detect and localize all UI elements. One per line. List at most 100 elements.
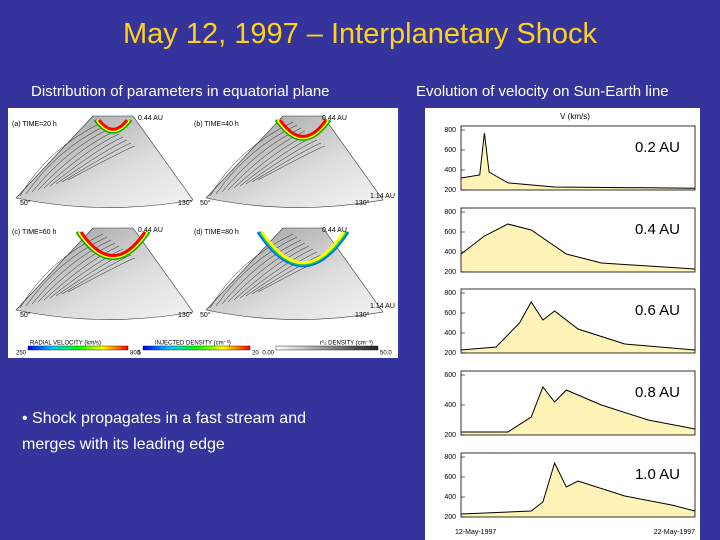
velocity-area bbox=[461, 302, 695, 353]
distance-label: 0.2 AU bbox=[635, 139, 680, 156]
contour-line bbox=[67, 145, 136, 181]
tick-label: 600 bbox=[444, 310, 456, 317]
tick-label: 400 bbox=[444, 402, 456, 409]
slide-title: May 12, 1997 – Interplanetary Shock bbox=[123, 18, 597, 50]
wedge bbox=[15, 115, 194, 208]
panel-label: 130° bbox=[178, 311, 193, 319]
bullet-text: • Shock propagates in a fast stream and … bbox=[22, 410, 306, 453]
velocity-curve bbox=[460, 132, 696, 189]
tick-label: 600 bbox=[444, 474, 456, 481]
colorbar-max: 50.0 bbox=[380, 351, 392, 357]
plot-frame bbox=[460, 370, 696, 436]
wedge bbox=[205, 115, 384, 208]
colorbar bbox=[27, 345, 129, 351]
velocity-area bbox=[461, 387, 695, 435]
plot-frame bbox=[460, 288, 696, 354]
tick-label: 200 bbox=[444, 514, 456, 521]
tick-label: 400 bbox=[444, 330, 456, 337]
contour-line bbox=[61, 254, 132, 295]
contour-line bbox=[43, 245, 120, 301]
velocity-curve bbox=[461, 385, 696, 433]
right-subtitle: Evolution of velocity on Sun-Earth line bbox=[416, 83, 669, 100]
panel-label: 50° bbox=[200, 311, 211, 319]
contour-line bbox=[251, 142, 322, 183]
tick-label: 800 bbox=[444, 127, 456, 134]
colorbar-max: 20 bbox=[252, 351, 259, 357]
panel-label: 130° bbox=[178, 199, 193, 207]
colorbar-title: r²₀ DENSITY (cm⁻³) bbox=[320, 341, 373, 347]
panel-label: 1.14 AU bbox=[370, 193, 395, 200]
shock-band bbox=[97, 119, 129, 131]
colorbar-min: 0.00 bbox=[262, 351, 274, 357]
contour-line bbox=[233, 245, 310, 301]
distance-label: 0.4 AU bbox=[635, 221, 680, 238]
contour-line bbox=[221, 239, 302, 305]
date-label: 12-May-1997 bbox=[455, 529, 496, 536]
colorbar-title: RADIAL VELOCITY (km/s) bbox=[30, 341, 101, 347]
contour-line bbox=[67, 257, 136, 293]
contour-line bbox=[215, 236, 298, 307]
tick-label: 200 bbox=[444, 187, 456, 194]
tick-label: 600 bbox=[444, 147, 456, 154]
contour-line bbox=[251, 254, 322, 295]
contour-line bbox=[31, 239, 112, 305]
tick-label: 400 bbox=[444, 494, 456, 501]
panel-label: 0.44 AU bbox=[322, 115, 347, 122]
panel-label: 1.14 AU bbox=[370, 303, 395, 310]
tick-label: 400 bbox=[444, 249, 456, 256]
panel-label: 50° bbox=[20, 199, 31, 207]
contour-line bbox=[61, 142, 132, 183]
panel-label: (c) TIME=60 h bbox=[12, 229, 57, 236]
contour-line bbox=[43, 133, 120, 189]
velocity-figure: V (km/s) 800 600 400 200 0.2 AU 800 600 400 200 0.… bbox=[425, 108, 700, 540]
colorbar-min: 5 bbox=[138, 351, 142, 357]
panel-label: (b) TIME=40 h bbox=[194, 121, 239, 128]
contour-line bbox=[245, 139, 318, 185]
tick-label: 800 bbox=[444, 454, 456, 461]
panel-label: (a) TIME=20 h bbox=[12, 121, 57, 128]
panel-label: 0.44 AU bbox=[322, 227, 347, 234]
tick-label: 600 bbox=[444, 229, 456, 236]
distance-label: 0.6 AU bbox=[635, 302, 680, 319]
panel-label: 0.44 AU bbox=[138, 227, 163, 234]
contour-line bbox=[55, 139, 128, 185]
panel-label: 130° bbox=[355, 199, 370, 207]
contour-line bbox=[25, 124, 108, 195]
colorbar-max: 800 bbox=[130, 351, 141, 357]
tick-label: 200 bbox=[444, 350, 456, 357]
panel-label: (d) TIME=80 h bbox=[194, 229, 239, 236]
simulation-figure: (a) TIME=20 h 0.44 AU (b) TIME=40 h 0.44 AU… bbox=[8, 108, 398, 358]
contour-line bbox=[227, 242, 306, 303]
colorbar bbox=[142, 345, 251, 351]
contour-line bbox=[49, 136, 124, 187]
velocity-curve bbox=[460, 223, 696, 270]
plot-frame bbox=[460, 207, 696, 273]
date-label: 22-May-1997 bbox=[654, 529, 695, 536]
distance-label: 1.0 AU bbox=[635, 466, 680, 483]
tick-label: 800 bbox=[444, 209, 456, 216]
contour-line bbox=[245, 251, 318, 297]
panel-label: 50° bbox=[200, 199, 211, 207]
velocity-curve bbox=[460, 461, 696, 515]
wedge bbox=[15, 227, 194, 320]
wedge bbox=[205, 227, 384, 320]
tick-label: 200 bbox=[444, 269, 456, 276]
colorbar-title: INJECTED DENSITY (cm⁻³) bbox=[155, 341, 231, 347]
contour-line bbox=[37, 242, 116, 303]
contour-line bbox=[49, 248, 124, 299]
contour-line bbox=[19, 233, 104, 309]
axis-label: V (km/s) bbox=[560, 112, 590, 121]
contour-line bbox=[37, 130, 116, 191]
left-subtitle: Distribution of parameters in equatorial… bbox=[31, 83, 330, 100]
shock-band bbox=[278, 119, 328, 138]
tick-label: 400 bbox=[444, 167, 456, 174]
plot-frame bbox=[460, 125, 696, 191]
contour-line bbox=[25, 236, 108, 307]
tick-label: 600 bbox=[444, 372, 456, 379]
tick-label: 800 bbox=[444, 290, 456, 297]
panel-label: 130° bbox=[355, 311, 370, 319]
colorbar bbox=[275, 345, 379, 351]
velocity-area bbox=[461, 463, 695, 517]
tick-label: 200 bbox=[444, 432, 456, 439]
